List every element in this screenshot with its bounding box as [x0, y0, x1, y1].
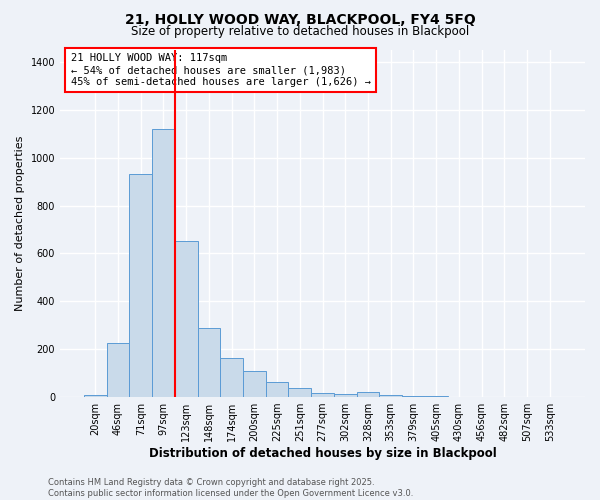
Bar [311, 394, 334, 397]
Text: Size of property relative to detached houses in Blackpool: Size of property relative to detached ho… [131, 25, 469, 38]
Text: 21, HOLLY WOOD WAY, BLACKPOOL, FY4 5FQ: 21, HOLLY WOOD WAY, BLACKPOOL, FY4 5FQ [125, 12, 475, 26]
Bar [334, 394, 356, 397]
Bar [84, 394, 107, 397]
Bar [425, 396, 448, 397]
Y-axis label: Number of detached properties: Number of detached properties [15, 136, 25, 311]
Bar [130, 174, 152, 397]
Bar [152, 129, 175, 397]
Bar [379, 394, 402, 397]
Bar [175, 242, 197, 397]
Text: 21 HOLLY WOOD WAY: 117sqm
← 54% of detached houses are smaller (1,983)
45% of se: 21 HOLLY WOOD WAY: 117sqm ← 54% of detac… [71, 54, 371, 86]
Bar [356, 392, 379, 397]
Bar [107, 342, 130, 397]
Bar [289, 388, 311, 397]
Bar [402, 396, 425, 397]
Bar [243, 371, 266, 397]
X-axis label: Distribution of detached houses by size in Blackpool: Distribution of detached houses by size … [149, 447, 496, 460]
Bar [220, 358, 243, 397]
Text: Contains HM Land Registry data © Crown copyright and database right 2025.
Contai: Contains HM Land Registry data © Crown c… [48, 478, 413, 498]
Bar [266, 382, 289, 397]
Bar [197, 328, 220, 397]
